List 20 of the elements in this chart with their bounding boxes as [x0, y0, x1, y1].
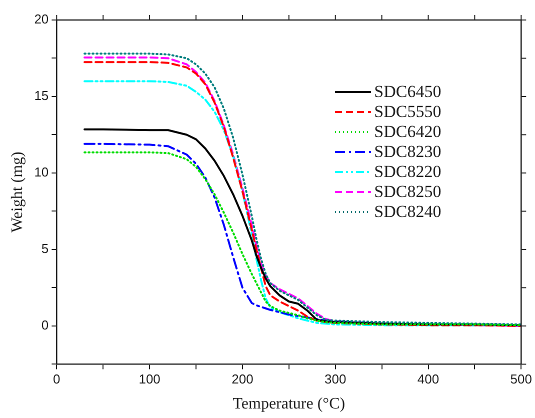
y-axis-title: Weight (mg) [8, 152, 26, 233]
x-tick-label: 400 [417, 372, 440, 387]
y-tick-label: 15 [34, 88, 49, 104]
x-axis-title: Temperature (°C) [232, 396, 346, 413]
x-tick-label: 300 [324, 372, 346, 387]
legend-label: SDC6450 [374, 82, 442, 102]
legend-label: SDC8220 [374, 162, 442, 182]
y-tick-label: 0 [41, 318, 49, 333]
x-tick-label: 500 [510, 372, 532, 387]
y-tick-label: 5 [41, 241, 49, 256]
y-tick-label: 10 [34, 164, 49, 180]
legend-label: SDC8250 [374, 182, 442, 202]
y-tick-label: 20 [34, 12, 49, 27]
legend-label: SDC8240 [374, 202, 442, 222]
legend-label: SDC8230 [374, 142, 442, 162]
legend-label: SDC6420 [374, 122, 442, 142]
legend-label: SDC5550 [374, 102, 442, 122]
x-tick-label: 200 [232, 372, 254, 387]
x-tick-label: 0 [53, 372, 60, 387]
x-tick-label: 100 [138, 372, 160, 387]
